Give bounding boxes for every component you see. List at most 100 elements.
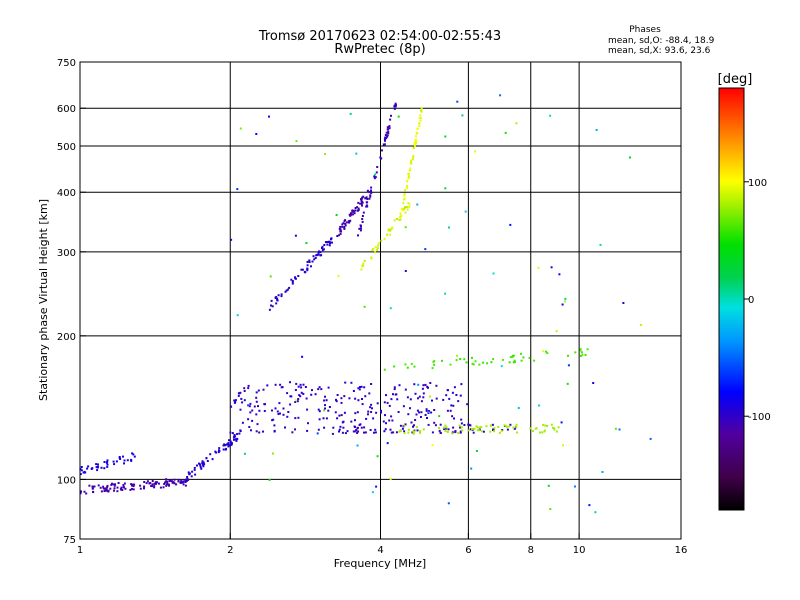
data-point [489, 430, 492, 433]
data-point [403, 197, 406, 200]
data-point [557, 426, 560, 429]
data-point [469, 428, 472, 431]
data-point [366, 205, 369, 208]
data-point [382, 143, 385, 146]
data-point [230, 405, 233, 408]
data-point [310, 393, 313, 396]
data-point [451, 415, 454, 418]
data-point [410, 421, 413, 424]
data-point [239, 391, 242, 394]
data-point [493, 427, 496, 430]
data-point [389, 428, 392, 431]
data-point [314, 257, 317, 259]
data-point [121, 489, 124, 491]
data-point [397, 115, 400, 118]
data-point [205, 457, 208, 460]
data-point [331, 432, 334, 435]
data-point [416, 203, 419, 206]
data-point [360, 268, 363, 271]
data-point [306, 267, 309, 270]
data-point [165, 480, 168, 483]
data-point [459, 431, 462, 434]
data-point [373, 431, 375, 434]
data-point [515, 426, 518, 428]
data-point [447, 428, 450, 431]
colorbar-label: [deg] [718, 72, 753, 87]
data-point [446, 409, 449, 412]
data-point [323, 244, 326, 246]
data-point [343, 225, 346, 228]
data-point [444, 292, 447, 295]
data-point [236, 188, 239, 191]
data-point [431, 431, 434, 434]
data-point [459, 430, 462, 433]
data-point [80, 469, 83, 472]
data-point [562, 444, 564, 447]
data-point [353, 212, 356, 215]
data-point [368, 191, 371, 194]
data-point [459, 358, 462, 360]
data-point [453, 386, 456, 389]
data-point [143, 481, 146, 483]
data-point [398, 384, 401, 387]
data-point [384, 139, 386, 142]
data-point [370, 383, 373, 385]
data-point [296, 400, 299, 403]
data-point [236, 437, 239, 440]
data-point [295, 140, 298, 143]
data-point [241, 421, 244, 424]
data-point [389, 478, 392, 480]
data-point [348, 397, 351, 400]
data-point [460, 418, 463, 421]
data-point [388, 404, 391, 407]
data-point [106, 461, 109, 463]
data-point [386, 134, 389, 137]
data-point [416, 132, 419, 135]
data-point [420, 400, 423, 403]
data-point [361, 220, 364, 223]
data-point [324, 395, 326, 398]
data-point [418, 395, 421, 398]
data-point [403, 193, 406, 196]
data-point [386, 442, 389, 445]
data-point [402, 202, 405, 205]
data-point [91, 485, 94, 488]
data-point [363, 426, 366, 429]
data-point [513, 359, 516, 362]
data-point [517, 407, 520, 409]
data-point [320, 388, 323, 391]
data-point [405, 185, 408, 188]
data-point [291, 280, 294, 282]
data-point [120, 486, 123, 489]
data-point [95, 466, 98, 469]
data-point [236, 433, 239, 435]
data-point [274, 383, 277, 386]
data-point [233, 401, 236, 404]
data-point [280, 293, 283, 296]
data-point [449, 363, 452, 366]
data-point [317, 408, 320, 411]
data-point [380, 239, 383, 242]
data-point [393, 104, 396, 107]
data-point [321, 249, 324, 252]
data-point [415, 413, 418, 416]
data-point [357, 430, 360, 433]
data-point [151, 480, 154, 482]
data-point [336, 417, 339, 420]
y-tick-label: 300 [57, 248, 76, 259]
data-point [508, 361, 511, 364]
data-point [376, 247, 379, 250]
data-point [286, 415, 289, 418]
data-point [124, 487, 127, 490]
chart-subtitle: RwPretec (8p) [334, 42, 425, 57]
data-point [353, 430, 356, 433]
data-point [275, 302, 278, 305]
data-point [520, 352, 522, 355]
data-point [522, 356, 525, 359]
data-point [367, 413, 369, 416]
data-point [170, 480, 173, 483]
data-point [344, 224, 347, 227]
data-point [397, 411, 400, 413]
data-point [300, 268, 303, 271]
data-point [325, 241, 328, 243]
